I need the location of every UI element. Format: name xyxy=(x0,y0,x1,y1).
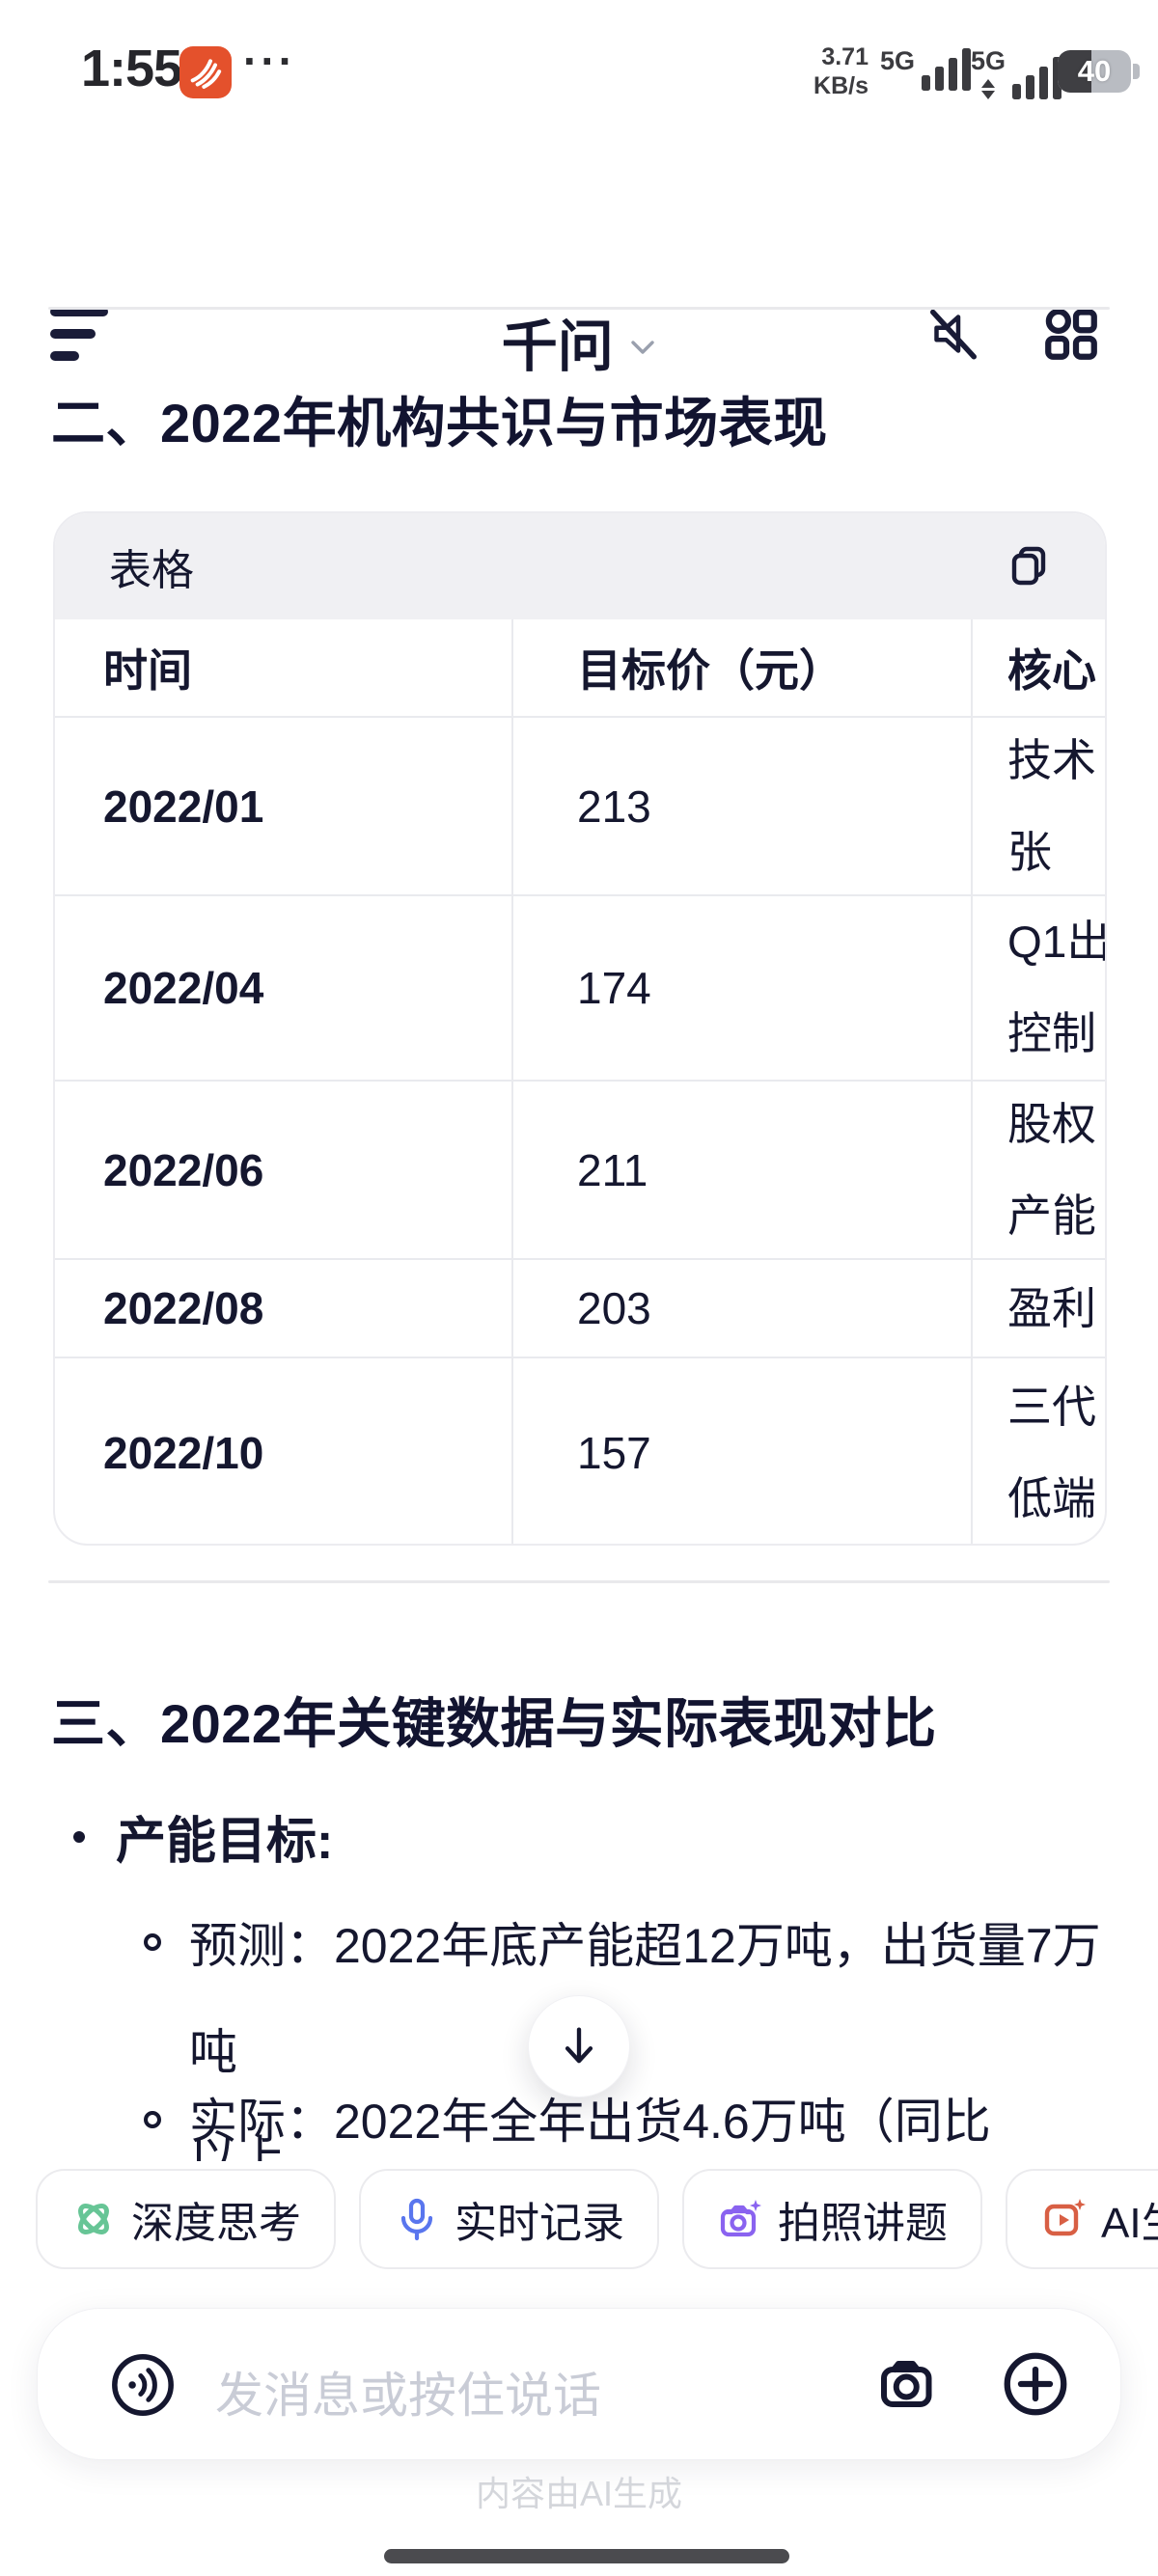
status-bar: 1:55 ··· 3.71 KB/s 5G 5G 40 xyxy=(0,17,1158,110)
table-row: 2022/08 203 盈利 xyxy=(55,1258,1105,1357)
bullet-dot xyxy=(73,1831,85,1843)
ai-generated-notice: 内容由AI生成 xyxy=(475,2474,682,2513)
battery-icon: 40 xyxy=(1058,50,1131,93)
sidebar-menu-button[interactable] xyxy=(50,307,118,369)
cell-price: 174 xyxy=(513,896,973,1080)
network-speed: 3.71 KB/s xyxy=(793,42,868,100)
header-divider xyxy=(48,307,1110,310)
table-card-label: 表格 xyxy=(109,547,194,594)
table-row: 2022/10 157 三代 低端 xyxy=(55,1357,1105,1544)
discover-grid-button[interactable] xyxy=(1042,305,1100,363)
chip-deep-thinking[interactable]: 深度思考 xyxy=(36,2169,336,2269)
atom-icon xyxy=(78,2204,109,2234)
cell-note: 三代 低端 xyxy=(1007,1382,1096,1523)
add-attachment-button[interactable] xyxy=(1001,2349,1070,2419)
home-indicator[interactable] xyxy=(384,2549,789,2563)
voice-wave-icon xyxy=(112,2354,174,2416)
table-row: 2022/06 211 股权 产能 xyxy=(55,1080,1105,1258)
chip-photo-solve[interactable]: 拍照讲题 xyxy=(682,2169,982,2269)
status-more-dots: ··· xyxy=(243,36,296,86)
copy-table-button[interactable] xyxy=(1006,542,1052,589)
sub-bullet-ring xyxy=(144,2111,161,2128)
mute-voice-button[interactable] xyxy=(924,305,982,363)
network-speed-unit: KB/s xyxy=(813,72,868,99)
data-updown-icon xyxy=(981,79,996,99)
clock: 1:55 xyxy=(81,40,182,97)
cell-note: 盈利 xyxy=(1007,1282,1096,1333)
plus-circle-icon xyxy=(1004,2352,1067,2416)
apps-grid-icon xyxy=(1045,308,1097,360)
table-card-header: 表格 xyxy=(55,513,1105,619)
battery-percent: 40 xyxy=(1077,54,1112,88)
copy-icon xyxy=(1011,546,1046,586)
cell-note: 技术 张 xyxy=(1007,734,1096,877)
signal-bars-icon xyxy=(1012,57,1062,99)
col-header-core: 核心 xyxy=(1007,645,1096,696)
cell-price: 211 xyxy=(513,1082,973,1258)
chat-content[interactable]: 二、2022年机构共识与市场表现 表格 时间 目标价（元） 核心 2022/01… xyxy=(0,311,1158,2161)
cell-price: 213 xyxy=(513,718,973,894)
app-header: 千问 xyxy=(0,135,1158,378)
cell-note: Q1出 控制 xyxy=(1007,917,1107,1058)
bullet-capacity-target: 产能目标: xyxy=(116,1814,334,1870)
camera-sparkle-icon xyxy=(720,2200,761,2237)
app-title[interactable]: 千问 xyxy=(501,315,614,378)
chip-label: 深度思考 xyxy=(131,2200,301,2247)
table-card: 表格 时间 目标价（元） 核心 2022/01 213 技术 张 2 xyxy=(53,511,1107,1546)
arrow-down-icon xyxy=(565,2027,593,2064)
table-header-row: 时间 目标价（元） 核心 xyxy=(55,619,1105,716)
cell-time: 2022/08 xyxy=(55,1260,513,1357)
sub-bullet-actual: 实际：2022年全年出货4.6万吨（同比 xyxy=(189,2095,991,2149)
table-row: 2022/04 174 Q1出 控制 xyxy=(55,894,1107,1080)
cell-note: 股权 产能 xyxy=(1007,1098,1096,1241)
camera-button[interactable] xyxy=(875,2349,945,2419)
cell-time: 2022/10 xyxy=(55,1358,513,1544)
battery-fill xyxy=(1058,50,1091,93)
message-input-bar[interactable]: 发消息或按住说话 xyxy=(37,2308,1121,2460)
signal-group-1: 5G xyxy=(880,46,972,91)
chip-ai-video[interactable]: AI生视频 xyxy=(1006,2169,1158,2269)
cell-time: 2022/01 xyxy=(55,718,513,894)
sub-bullet-forecast: 预测：2022年底产能超12万吨，出货量7万吨 以上。 xyxy=(189,1919,1101,2161)
chip-live-record[interactable]: 实时记录 xyxy=(359,2169,659,2269)
network-speed-value: 3.71 xyxy=(821,43,868,70)
signal-group-2: 5G xyxy=(971,48,1062,99)
mic-icon xyxy=(400,2198,433,2241)
battery-nub xyxy=(1133,64,1140,79)
chip-label: AI生视频 xyxy=(1101,2200,1158,2247)
speaker-muted-icon xyxy=(930,309,977,360)
video-sparkle-icon xyxy=(1044,2199,1086,2236)
col-header-target-price: 目标价（元） xyxy=(513,619,973,716)
chip-label: 拍照讲题 xyxy=(778,2200,948,2247)
feature-chips-row[interactable]: 深度思考 实时记录 拍照讲题 AI生视频 xyxy=(0,2169,1158,2275)
message-input-placeholder[interactable]: 发消息或按住说话 xyxy=(215,2369,601,2423)
section-3-title: 三、2022年关键数据与实际表现对比 xyxy=(51,1693,937,1754)
scroll-to-bottom-button[interactable] xyxy=(528,1995,630,2097)
cell-time: 2022/06 xyxy=(55,1082,513,1258)
chevron-down-icon[interactable] xyxy=(629,339,656,358)
cell-time: 2022/04 xyxy=(55,896,513,1080)
col-header-time: 时间 xyxy=(55,619,513,716)
sim1-5g-label: 5G xyxy=(880,46,916,75)
section-divider xyxy=(48,1580,1110,1583)
sim2-5g-label: 5G xyxy=(971,46,1006,75)
voice-mode-button[interactable] xyxy=(109,2351,177,2419)
section-2-title: 二、2022年机构共识与市场表现 xyxy=(51,393,828,453)
cell-price: 203 xyxy=(513,1260,973,1357)
title-area[interactable]: 千问 xyxy=(0,301,1158,382)
sub-bullet-ring xyxy=(144,1933,161,1951)
notification-app-badge xyxy=(179,46,232,98)
camera-icon xyxy=(881,2361,932,2407)
chip-label: 实时记录 xyxy=(455,2200,624,2247)
cell-price: 157 xyxy=(513,1358,973,1544)
swoosh-icon xyxy=(190,59,222,89)
table-row: 2022/01 213 技术 张 xyxy=(55,716,1105,894)
signal-bars-icon xyxy=(922,48,972,91)
